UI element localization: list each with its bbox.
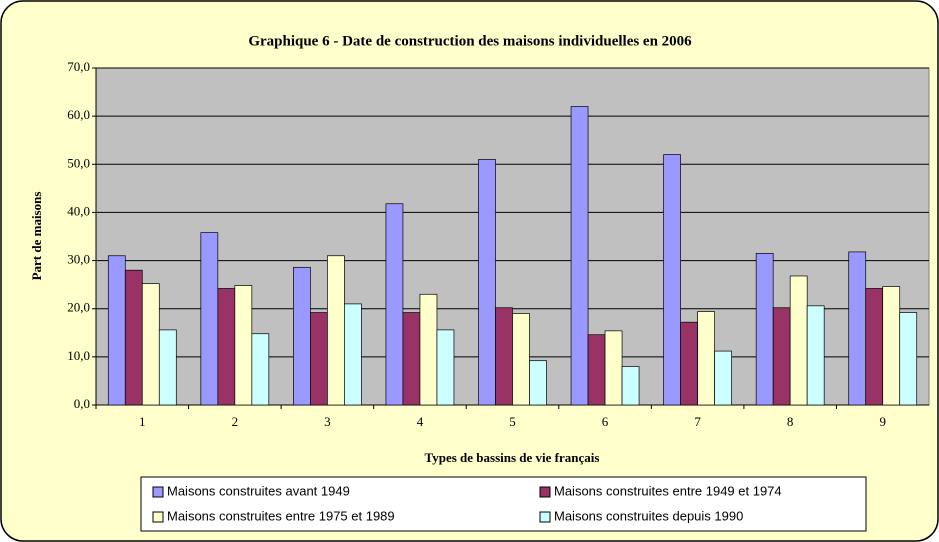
bar [848, 251, 867, 406]
y-tick-label: 10,0 [67, 348, 90, 363]
bar [806, 305, 825, 406]
bar [512, 313, 530, 406]
bar [604, 330, 623, 406]
x-axis-title: Types de bassins de vie français [425, 450, 600, 465]
bar [899, 312, 918, 406]
bar [882, 286, 901, 406]
legend-label: Maisons construites entre 1975 et 1989 [167, 508, 395, 523]
y-tick-label: 30,0 [67, 252, 90, 267]
x-tick-label: 6 [602, 414, 609, 429]
x-tick-label: 3 [324, 414, 331, 429]
legend [140, 476, 867, 532]
x-tick-label: 4 [417, 414, 424, 429]
legend-swatch [152, 511, 164, 523]
legend-swatch [152, 486, 164, 498]
bar [755, 253, 774, 406]
bar [789, 275, 808, 406]
x-tick-label: 8 [787, 414, 794, 429]
y-axis-title: Part de maisons [29, 192, 44, 281]
legend-swatch [539, 486, 551, 498]
x-tick-label: 9 [879, 414, 886, 429]
y-tick-label: 60,0 [67, 107, 90, 122]
bar [251, 333, 270, 406]
bar [327, 255, 345, 406]
bar [107, 255, 126, 406]
bar [714, 350, 732, 406]
x-tick-label: 1 [139, 414, 146, 429]
y-tick-label: 40,0 [67, 203, 90, 218]
bar [234, 285, 253, 406]
x-tick-label: 2 [232, 414, 239, 429]
legend-label: Maisons construites entre 1949 et 1974 [554, 483, 782, 498]
bar [419, 293, 438, 406]
bar [663, 154, 681, 406]
y-tick-label: 50,0 [67, 155, 90, 170]
bar [200, 232, 219, 406]
x-tick-label: 7 [694, 414, 701, 429]
bar [495, 307, 513, 406]
y-tick-label: 70,0 [67, 59, 90, 74]
bar [293, 266, 311, 406]
bar [680, 321, 698, 406]
bar [478, 159, 496, 406]
bar [529, 360, 547, 406]
bar [570, 106, 589, 406]
bar [587, 334, 606, 406]
bar [402, 312, 421, 406]
legend-label: Maisons construites depuis 1990 [554, 508, 743, 523]
bar [344, 303, 362, 406]
bar [865, 288, 884, 406]
chart-title: Graphique 6 - Date de construction des m… [248, 33, 692, 49]
bar [141, 283, 160, 406]
bar [158, 329, 177, 406]
bar [436, 329, 455, 406]
bar [697, 311, 715, 406]
bar [772, 307, 791, 406]
legend-swatch [539, 511, 551, 523]
bar [385, 203, 404, 406]
bar [217, 288, 236, 406]
bar [621, 366, 640, 406]
bar [124, 269, 143, 406]
y-tick-label: 0,0 [74, 396, 90, 411]
bar [310, 312, 328, 406]
y-tick-label: 20,0 [67, 300, 90, 315]
x-tick-label: 5 [509, 414, 516, 429]
legend-label: Maisons construites avant 1949 [167, 483, 350, 498]
